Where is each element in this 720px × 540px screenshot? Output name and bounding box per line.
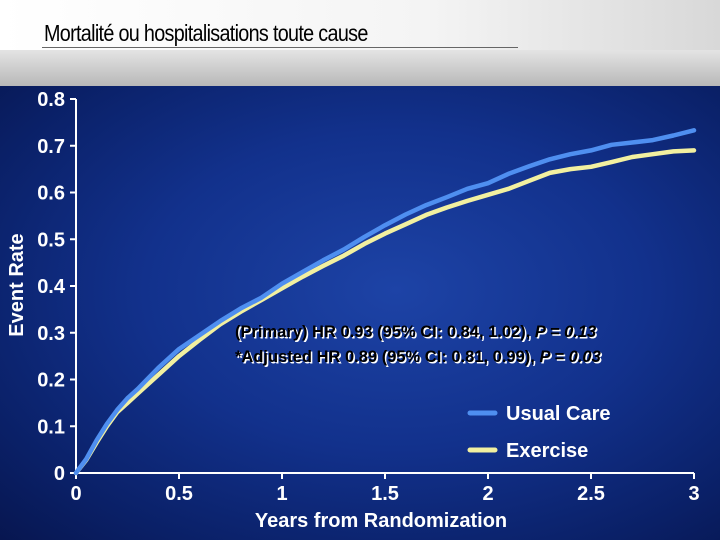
slide-title: Mortalité ou hospitalisations toute caus… [44, 20, 368, 46]
annotation-hr-text: *Adjusted HR 0.89 (95% CI: 0.81, 0.99), [237, 350, 541, 368]
y-tick-label: 0.8 [37, 89, 65, 111]
y-tick-label: 0.5 [37, 229, 65, 251]
slide-header: Mortalité ou hospitalisations toute caus… [0, 0, 720, 50]
series-lines [73, 128, 697, 476]
legend: Usual Care Exercise [467, 403, 611, 462]
annotation-hr-text: (Primary) HR 0.93 (95% CI: 0.84, 1.02), [237, 325, 537, 343]
annotation-p-value: P = 0.03 [539, 348, 600, 366]
y-tick-label: 0.7 [37, 136, 65, 158]
y-tick-label: 0.2 [37, 370, 65, 392]
chart-panel [0, 86, 720, 540]
legend-label: Usual Care [506, 403, 611, 425]
x-axis-label: Years from Randomization [255, 510, 507, 532]
annotation-line-shadow: *Adjusted HR 0.89 (95% CI: 0.81, 0.99), … [237, 350, 603, 368]
y-tick-label: 0 [54, 463, 65, 485]
x-tick-label: 0 [70, 483, 81, 505]
y-axis-label: Event Rate [6, 233, 28, 336]
x-tick-label: 1.5 [371, 483, 399, 505]
annotation-line-shadow: (Primary) HR 0.93 (95% CI: 0.84, 1.02), … [237, 325, 598, 343]
chart-axes [70, 98, 695, 479]
y-tick-label: 0.4 [37, 276, 66, 298]
x-tick-label: 1 [276, 483, 287, 505]
y-tick-label: 0.3 [37, 323, 65, 345]
x-tick-label: 0.5 [165, 483, 193, 505]
x-tick-label: 2 [482, 483, 493, 505]
tick-labels: 0 0.1 0.2 0.3 0.4 0.5 0.6 0.7 0.8 0 0.5 1 1.5 2 2.5 3 [37, 89, 699, 505]
annotation-hr-text: *Adjusted HR 0.89 (95% CI: 0.81, 0.99), [235, 348, 539, 366]
annotation-line: *Adjusted HR 0.89 (95% CI: 0.81, 0.99), … [235, 348, 601, 366]
x-tick-label: 2.5 [577, 483, 605, 505]
header-band [0, 50, 720, 86]
annotation-hr-text: (Primary) HR 0.93 (95% CI: 0.84, 1.02), [235, 323, 535, 341]
y-tick-label: 0.6 [37, 183, 65, 205]
series-line-usual-care [73, 128, 697, 476]
annotation-p-value: P = 0.03 [541, 350, 602, 368]
legend-label: Exercise [506, 440, 588, 462]
annotation-line: (Primary) HR 0.93 (95% CI: 0.84, 1.02), … [235, 323, 596, 341]
y-tick-label: 0.1 [37, 416, 65, 438]
hazard-ratio-annotations: (Primary) HR 0.93 (95% CI: 0.84, 1.02), … [235, 323, 602, 368]
annotation-p-value: P = 0.13 [536, 325, 597, 343]
title-underline [42, 47, 518, 48]
annotation-p-value: P = 0.13 [535, 323, 596, 341]
series-line-exercise [73, 148, 697, 476]
x-tick-label: 3 [688, 483, 699, 505]
